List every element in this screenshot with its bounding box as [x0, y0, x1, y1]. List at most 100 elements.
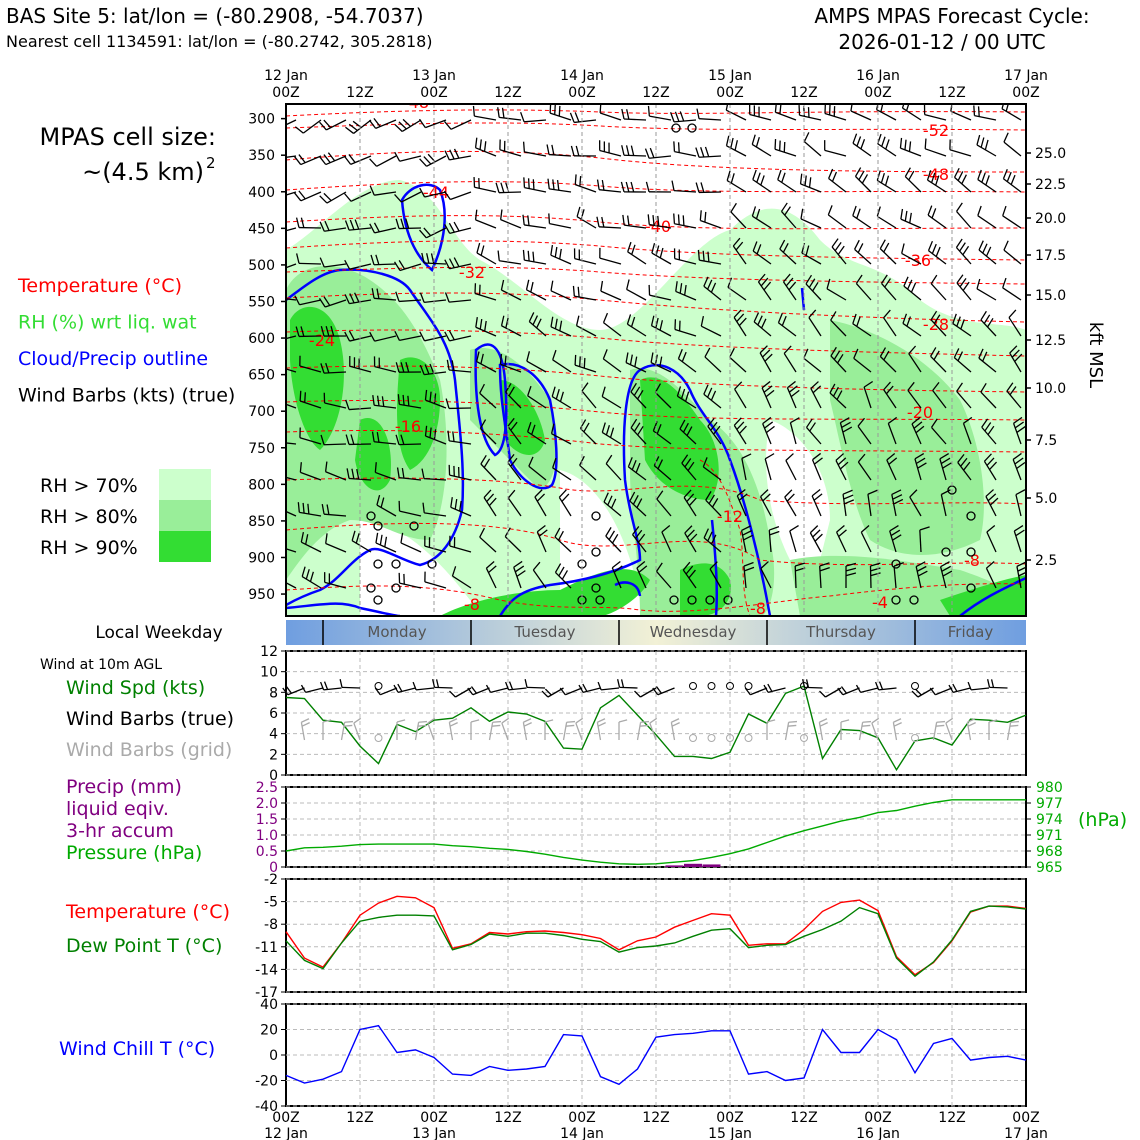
- wind-barb: [829, 383, 847, 409]
- grid-barb-group: [840, 719, 850, 740]
- bottom-hour-label: 12Z: [938, 1110, 965, 1126]
- wind-barb: [652, 686, 675, 696]
- wind-barb: [451, 566, 472, 589]
- panel-tick-label: -11: [255, 940, 278, 956]
- weekday-label: Wednesday: [650, 623, 737, 641]
- wind-barb: [732, 237, 747, 265]
- wind-barb: [1002, 277, 1022, 301]
- bottom-hour-label: 00Z: [272, 1110, 299, 1126]
- wind-barb: [371, 288, 397, 301]
- wind-barb: [789, 525, 799, 553]
- wind-barb: [876, 206, 897, 229]
- wind-barb: [985, 489, 999, 517]
- wind-barb: [759, 345, 773, 373]
- wind-barb: [981, 418, 997, 445]
- wind-barb: [343, 154, 372, 166]
- wind-barb: [345, 119, 372, 134]
- wind-barb: [967, 681, 990, 691]
- wind-barb: [467, 686, 490, 696]
- pressure-tick-label: 800: [248, 477, 275, 493]
- wind-barb: [810, 381, 822, 409]
- true-barb-group: [374, 687, 398, 696]
- wind-barb: [930, 347, 947, 373]
- wind-barb: [684, 525, 698, 553]
- wind-barb: [852, 133, 872, 157]
- bottom-hour-label: 12Z: [494, 1110, 521, 1126]
- wind-barb: [757, 273, 772, 301]
- wind-barb: [867, 489, 878, 517]
- calm-circle: [373, 559, 383, 569]
- wind-barb: [345, 434, 372, 446]
- pressure-tick-label: 974: [1036, 812, 1063, 828]
- temperature-label: -52: [923, 121, 949, 140]
- grid-barb-group: [340, 720, 354, 741]
- wind-barb: [551, 386, 572, 409]
- wind-barb: [869, 562, 881, 589]
- wind-barb: [852, 313, 872, 337]
- rh-legend-label: RH > 80%: [40, 506, 138, 528]
- wind-barb: [682, 561, 697, 589]
- wind-barb: [762, 416, 775, 445]
- wind-barb: [368, 117, 397, 129]
- wind-barb: [827, 205, 847, 229]
- pressure-tick-label: 965: [1036, 860, 1063, 876]
- wind-barb: [507, 417, 522, 445]
- wind-barb: [973, 105, 997, 121]
- wind-barb: [940, 489, 951, 517]
- wind-barb: [819, 562, 830, 589]
- wind-barb: [860, 525, 872, 553]
- wind-barb: [495, 182, 522, 194]
- panel-tick-label: -14: [255, 962, 278, 978]
- wind-barb: [522, 214, 547, 229]
- wind-barb: [826, 278, 847, 301]
- wind-barb: [602, 312, 622, 337]
- wind-barb: [319, 220, 347, 232]
- calm-circle: [671, 123, 681, 133]
- wind-barb: [811, 488, 823, 517]
- panel-tick-label: -8: [264, 917, 278, 933]
- calm-circle: [723, 595, 733, 605]
- wind-barb: [930, 310, 947, 337]
- wind-barb: [318, 296, 347, 308]
- wind-barb: [513, 560, 526, 589]
- wind-barb: [956, 382, 972, 409]
- wind-barb: [632, 526, 647, 553]
- wind-barb: [903, 276, 922, 301]
- bottom-hour-label: 12Z: [790, 1110, 817, 1126]
- wind-barb: [705, 491, 722, 517]
- pressure-tick-label: 400: [248, 185, 275, 201]
- grid-barb-group: [522, 718, 532, 741]
- top-hour-label: 00Z: [716, 85, 743, 101]
- wind-barb: [552, 349, 572, 373]
- calm-circle: [591, 511, 601, 521]
- wind-barb: [977, 169, 997, 193]
- wind-barb: [558, 489, 572, 517]
- wind-barb: [286, 227, 297, 232]
- wind-barb: [294, 295, 322, 306]
- true-barb-group: [617, 679, 638, 689]
- true-barb-group: [802, 679, 823, 689]
- wind-barb: [579, 455, 597, 481]
- wind-barb: [876, 170, 897, 193]
- height-tick-label: 10.0: [1035, 381, 1066, 397]
- calm-circle-grid: [744, 734, 753, 742]
- wind-barb: [449, 535, 472, 553]
- temperature-label: -32: [459, 263, 485, 282]
- wind-barb: [777, 312, 797, 337]
- wind-barb: [296, 253, 322, 265]
- wind-barb: [319, 119, 347, 131]
- wind-barb: [926, 170, 947, 193]
- wind-barb: [318, 152, 347, 166]
- calm-circle: [689, 682, 697, 690]
- grid-barb-group: [501, 717, 510, 741]
- wind-barb: [768, 526, 780, 553]
- wind-barb: [1006, 382, 1022, 409]
- wind-barb: [419, 292, 447, 303]
- height-tick-label: 15.0: [1035, 288, 1066, 304]
- height-tick-label: 7.5: [1035, 433, 1057, 449]
- wind-barb: [1001, 104, 1022, 121]
- wind-barb: [293, 190, 322, 202]
- wind-barb: [744, 687, 768, 696]
- wind-barb: [393, 260, 422, 272]
